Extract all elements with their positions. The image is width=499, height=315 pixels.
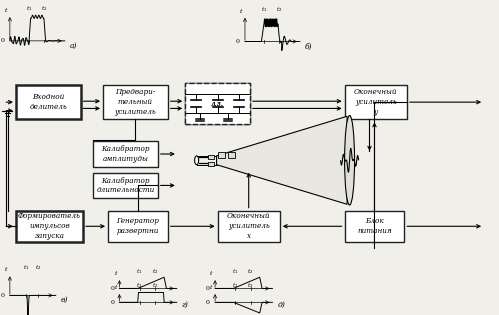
Bar	[93, 173, 158, 198]
Text: t: t	[240, 9, 242, 14]
Text: $t_1$: $t_1$	[136, 267, 143, 276]
Bar	[228, 152, 235, 158]
Text: Оконечный
усилитель
х: Оконечный усилитель х	[227, 213, 270, 240]
Text: Входной
делитель: Входной делитель	[29, 93, 67, 111]
Text: $t_2$: $t_2$	[152, 281, 158, 290]
Text: t: t	[4, 8, 7, 13]
Text: $t_1$: $t_1$	[261, 5, 267, 14]
Text: Калибратор
длительности: Калибратор длительности	[96, 176, 155, 194]
Text: $t_2$: $t_2$	[248, 267, 253, 276]
Bar	[16, 210, 83, 242]
Text: 0: 0	[110, 286, 114, 291]
Text: $t_2$: $t_2$	[152, 267, 158, 276]
Bar	[218, 210, 280, 242]
Text: $t_2$: $t_2$	[248, 281, 253, 290]
Text: б): б)	[305, 43, 312, 51]
Bar	[345, 210, 404, 242]
Text: $t_2$: $t_2$	[276, 5, 282, 14]
Text: t: t	[114, 285, 117, 290]
Ellipse shape	[345, 116, 355, 205]
Text: 0: 0	[1, 38, 5, 43]
Text: 0: 0	[206, 300, 210, 305]
Text: t: t	[114, 271, 117, 276]
Text: д): д)	[277, 301, 285, 309]
Text: 0: 0	[1, 293, 5, 298]
Text: Формирователь
импульсов
запуска: Формирователь импульсов запуска	[18, 213, 81, 240]
Text: л.з.: л.з.	[211, 100, 224, 108]
Text: Калибратор
амплитуды: Калибратор амплитуды	[101, 145, 150, 163]
Text: 0: 0	[206, 286, 210, 291]
Text: $t_1$: $t_1$	[232, 267, 238, 276]
Polygon shape	[217, 116, 347, 204]
Bar	[345, 85, 407, 119]
Bar	[218, 152, 225, 158]
Text: t: t	[210, 285, 213, 290]
Text: г): г)	[182, 301, 189, 309]
Text: $t_1$: $t_1$	[232, 281, 238, 290]
Bar	[16, 85, 81, 119]
Text: $t_1$: $t_1$	[136, 281, 143, 290]
Text: t: t	[210, 271, 213, 276]
Bar	[108, 210, 168, 242]
Bar	[93, 141, 158, 167]
Text: $t_2$: $t_2$	[35, 264, 41, 272]
Text: а): а)	[70, 42, 77, 50]
Text: Оконечный
усилитель
у: Оконечный усилитель у	[354, 88, 398, 116]
Bar	[103, 85, 168, 119]
Text: t: t	[4, 267, 7, 272]
Text: 0: 0	[236, 39, 240, 44]
Ellipse shape	[195, 156, 199, 165]
Text: Предвари-
тельный
усилитель: Предвари- тельный усилитель	[114, 88, 156, 116]
Text: $t_1$: $t_1$	[26, 4, 32, 13]
Text: Генератор
развертни: Генератор развертни	[116, 217, 159, 235]
Text: Блок
питания: Блок питания	[357, 217, 392, 235]
Text: $t_1$: $t_1$	[23, 264, 29, 272]
Text: л.з.: л.з.	[211, 100, 224, 108]
Bar	[185, 83, 250, 124]
Text: 0: 0	[110, 300, 114, 305]
Bar	[185, 83, 250, 124]
Text: $t_2$: $t_2$	[41, 4, 47, 13]
Bar	[208, 162, 214, 166]
Bar	[208, 155, 214, 159]
Text: в): в)	[61, 296, 68, 304]
